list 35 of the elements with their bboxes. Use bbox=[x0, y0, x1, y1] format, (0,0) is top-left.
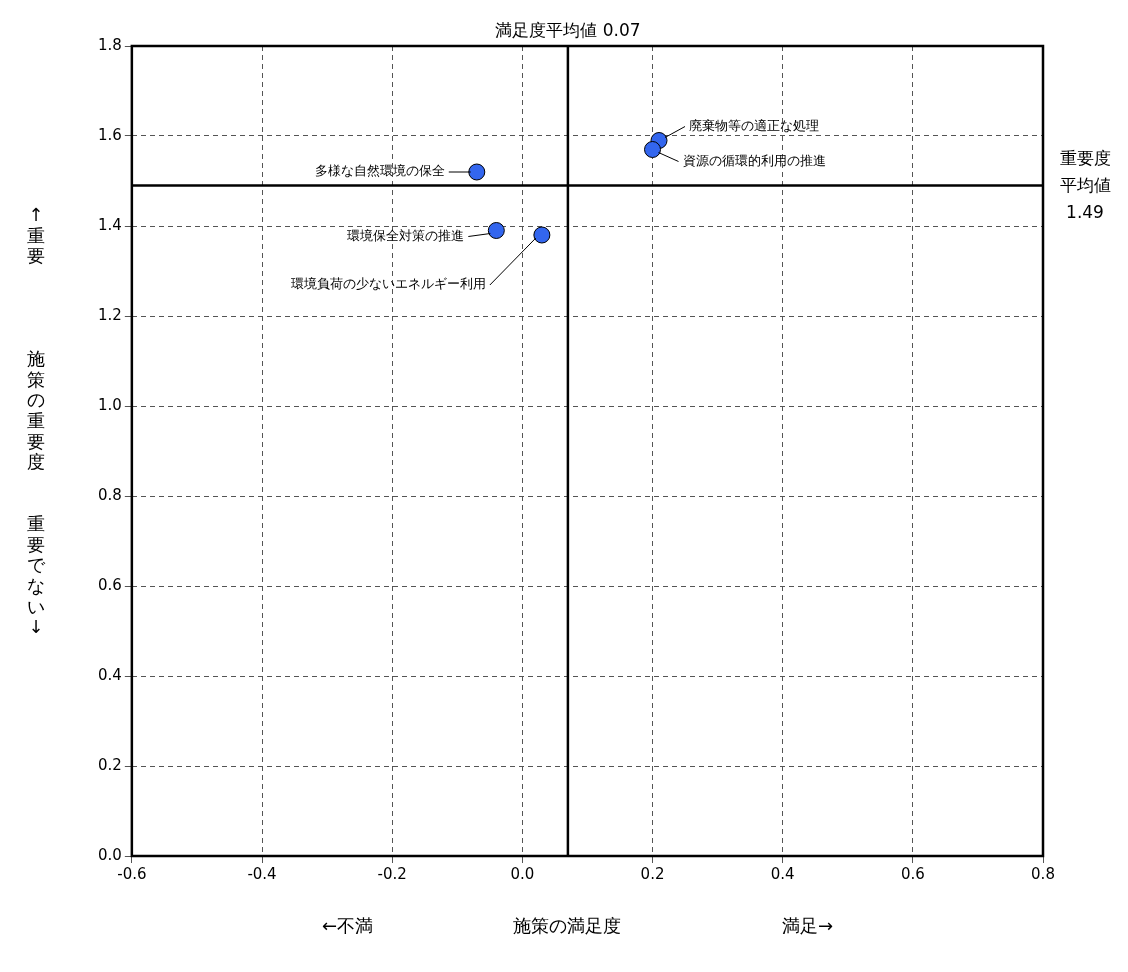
text: 重要でない↓ bbox=[27, 513, 45, 639]
y-tick-label: 1.2 bbox=[98, 305, 122, 324]
x-tick-label: 0.4 bbox=[770, 864, 795, 883]
x-tick-label: 0.8 bbox=[1031, 864, 1055, 883]
x-tick-label: -0.6 bbox=[117, 864, 147, 883]
y-tick-label: 1.4 bbox=[98, 215, 122, 234]
ref-line-label: 満足度平均値 0.07 bbox=[495, 18, 641, 42]
x-tick-label: 0.2 bbox=[640, 864, 665, 883]
text: ←不満 bbox=[321, 914, 374, 938]
y-tick-label: 0.2 bbox=[98, 755, 122, 774]
x-tick-label: -0.2 bbox=[377, 864, 407, 883]
text: 満足→ bbox=[781, 914, 834, 938]
y-tick-label: 1.6 bbox=[98, 125, 122, 144]
point bbox=[468, 163, 486, 181]
annotation: 廃棄物等の適正な処理 bbox=[689, 117, 820, 133]
y-axis-title: 施策の重要度 bbox=[27, 348, 45, 474]
y-tick-label: 1.8 bbox=[98, 35, 122, 54]
x-tick-label: 0.0 bbox=[510, 864, 535, 883]
annotation: 環境保全対策の推進 bbox=[347, 227, 465, 243]
y-tick-label: 0.4 bbox=[98, 665, 122, 684]
ref-line-label: 重要度平均値 1.49 bbox=[1058, 146, 1112, 224]
y-tick-label: 0.0 bbox=[98, 845, 122, 864]
y-tick-label: 0.6 bbox=[98, 575, 122, 594]
point bbox=[533, 226, 551, 244]
y-tick-label: 1.0 bbox=[98, 395, 122, 414]
annotation: 多様な自然環境の保全 bbox=[314, 163, 445, 179]
x-tick-label: 0.6 bbox=[900, 864, 925, 883]
point bbox=[487, 222, 505, 239]
x-axis-title: 施策の満足度 bbox=[513, 914, 622, 938]
y-tick-label: 0.8 bbox=[98, 485, 122, 504]
annotation: 資源の循環的利用の推進 bbox=[682, 152, 826, 168]
text: ↑重要 bbox=[27, 204, 45, 268]
x-tick-label: -0.4 bbox=[247, 864, 277, 883]
annotation: 環境負荷の少ないエネルギー利用 bbox=[290, 276, 486, 292]
point bbox=[644, 141, 662, 158]
